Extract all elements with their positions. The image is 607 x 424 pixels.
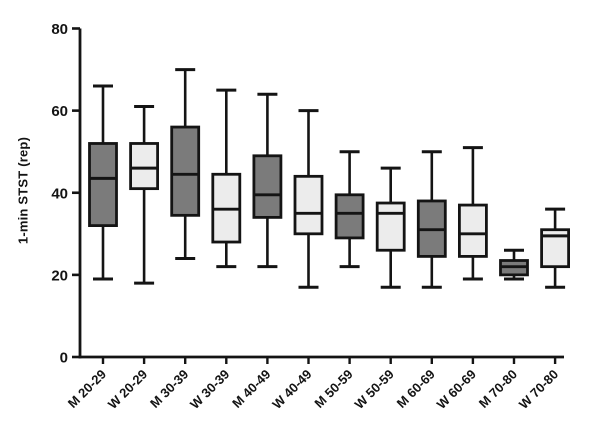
y-tick-label: 0 bbox=[60, 350, 68, 367]
x-tick-label: M 70-80 bbox=[476, 367, 520, 411]
box-m-40-49-iqr bbox=[252, 154, 283, 219]
x-tick-label: W 70-80 bbox=[516, 367, 561, 412]
x-tick-label: M 60-69 bbox=[394, 367, 438, 411]
y-tick-label: 60 bbox=[51, 103, 68, 120]
x-tick-label: M 40-49 bbox=[229, 367, 273, 411]
x-tick-label: W 60-69 bbox=[434, 367, 479, 412]
y-tick-label: 80 bbox=[51, 21, 68, 38]
x-tick-label: W 20-29 bbox=[105, 367, 150, 412]
box-w-20-29-iqr bbox=[129, 142, 160, 191]
box-m-50-59-iqr bbox=[334, 193, 365, 240]
x-tick-label: M 20-29 bbox=[65, 367, 109, 411]
box-w-50-59-iqr bbox=[375, 201, 406, 252]
x-tick-label: W 40-49 bbox=[269, 367, 314, 412]
y-tick-label: 40 bbox=[51, 185, 68, 202]
box-m-30-39-iqr bbox=[170, 125, 201, 217]
x-tick-label: W 30-39 bbox=[187, 367, 232, 412]
x-tick-label: W 50-59 bbox=[351, 367, 396, 412]
x-tick-label: M 30-39 bbox=[147, 367, 191, 411]
box-w-40-49-iqr bbox=[293, 174, 324, 236]
box-w-60-69-iqr bbox=[457, 203, 488, 258]
x-tick-label: M 50-59 bbox=[311, 367, 355, 411]
box-m-20-29-iqr bbox=[88, 142, 118, 228]
y-tick-label: 20 bbox=[51, 267, 68, 284]
